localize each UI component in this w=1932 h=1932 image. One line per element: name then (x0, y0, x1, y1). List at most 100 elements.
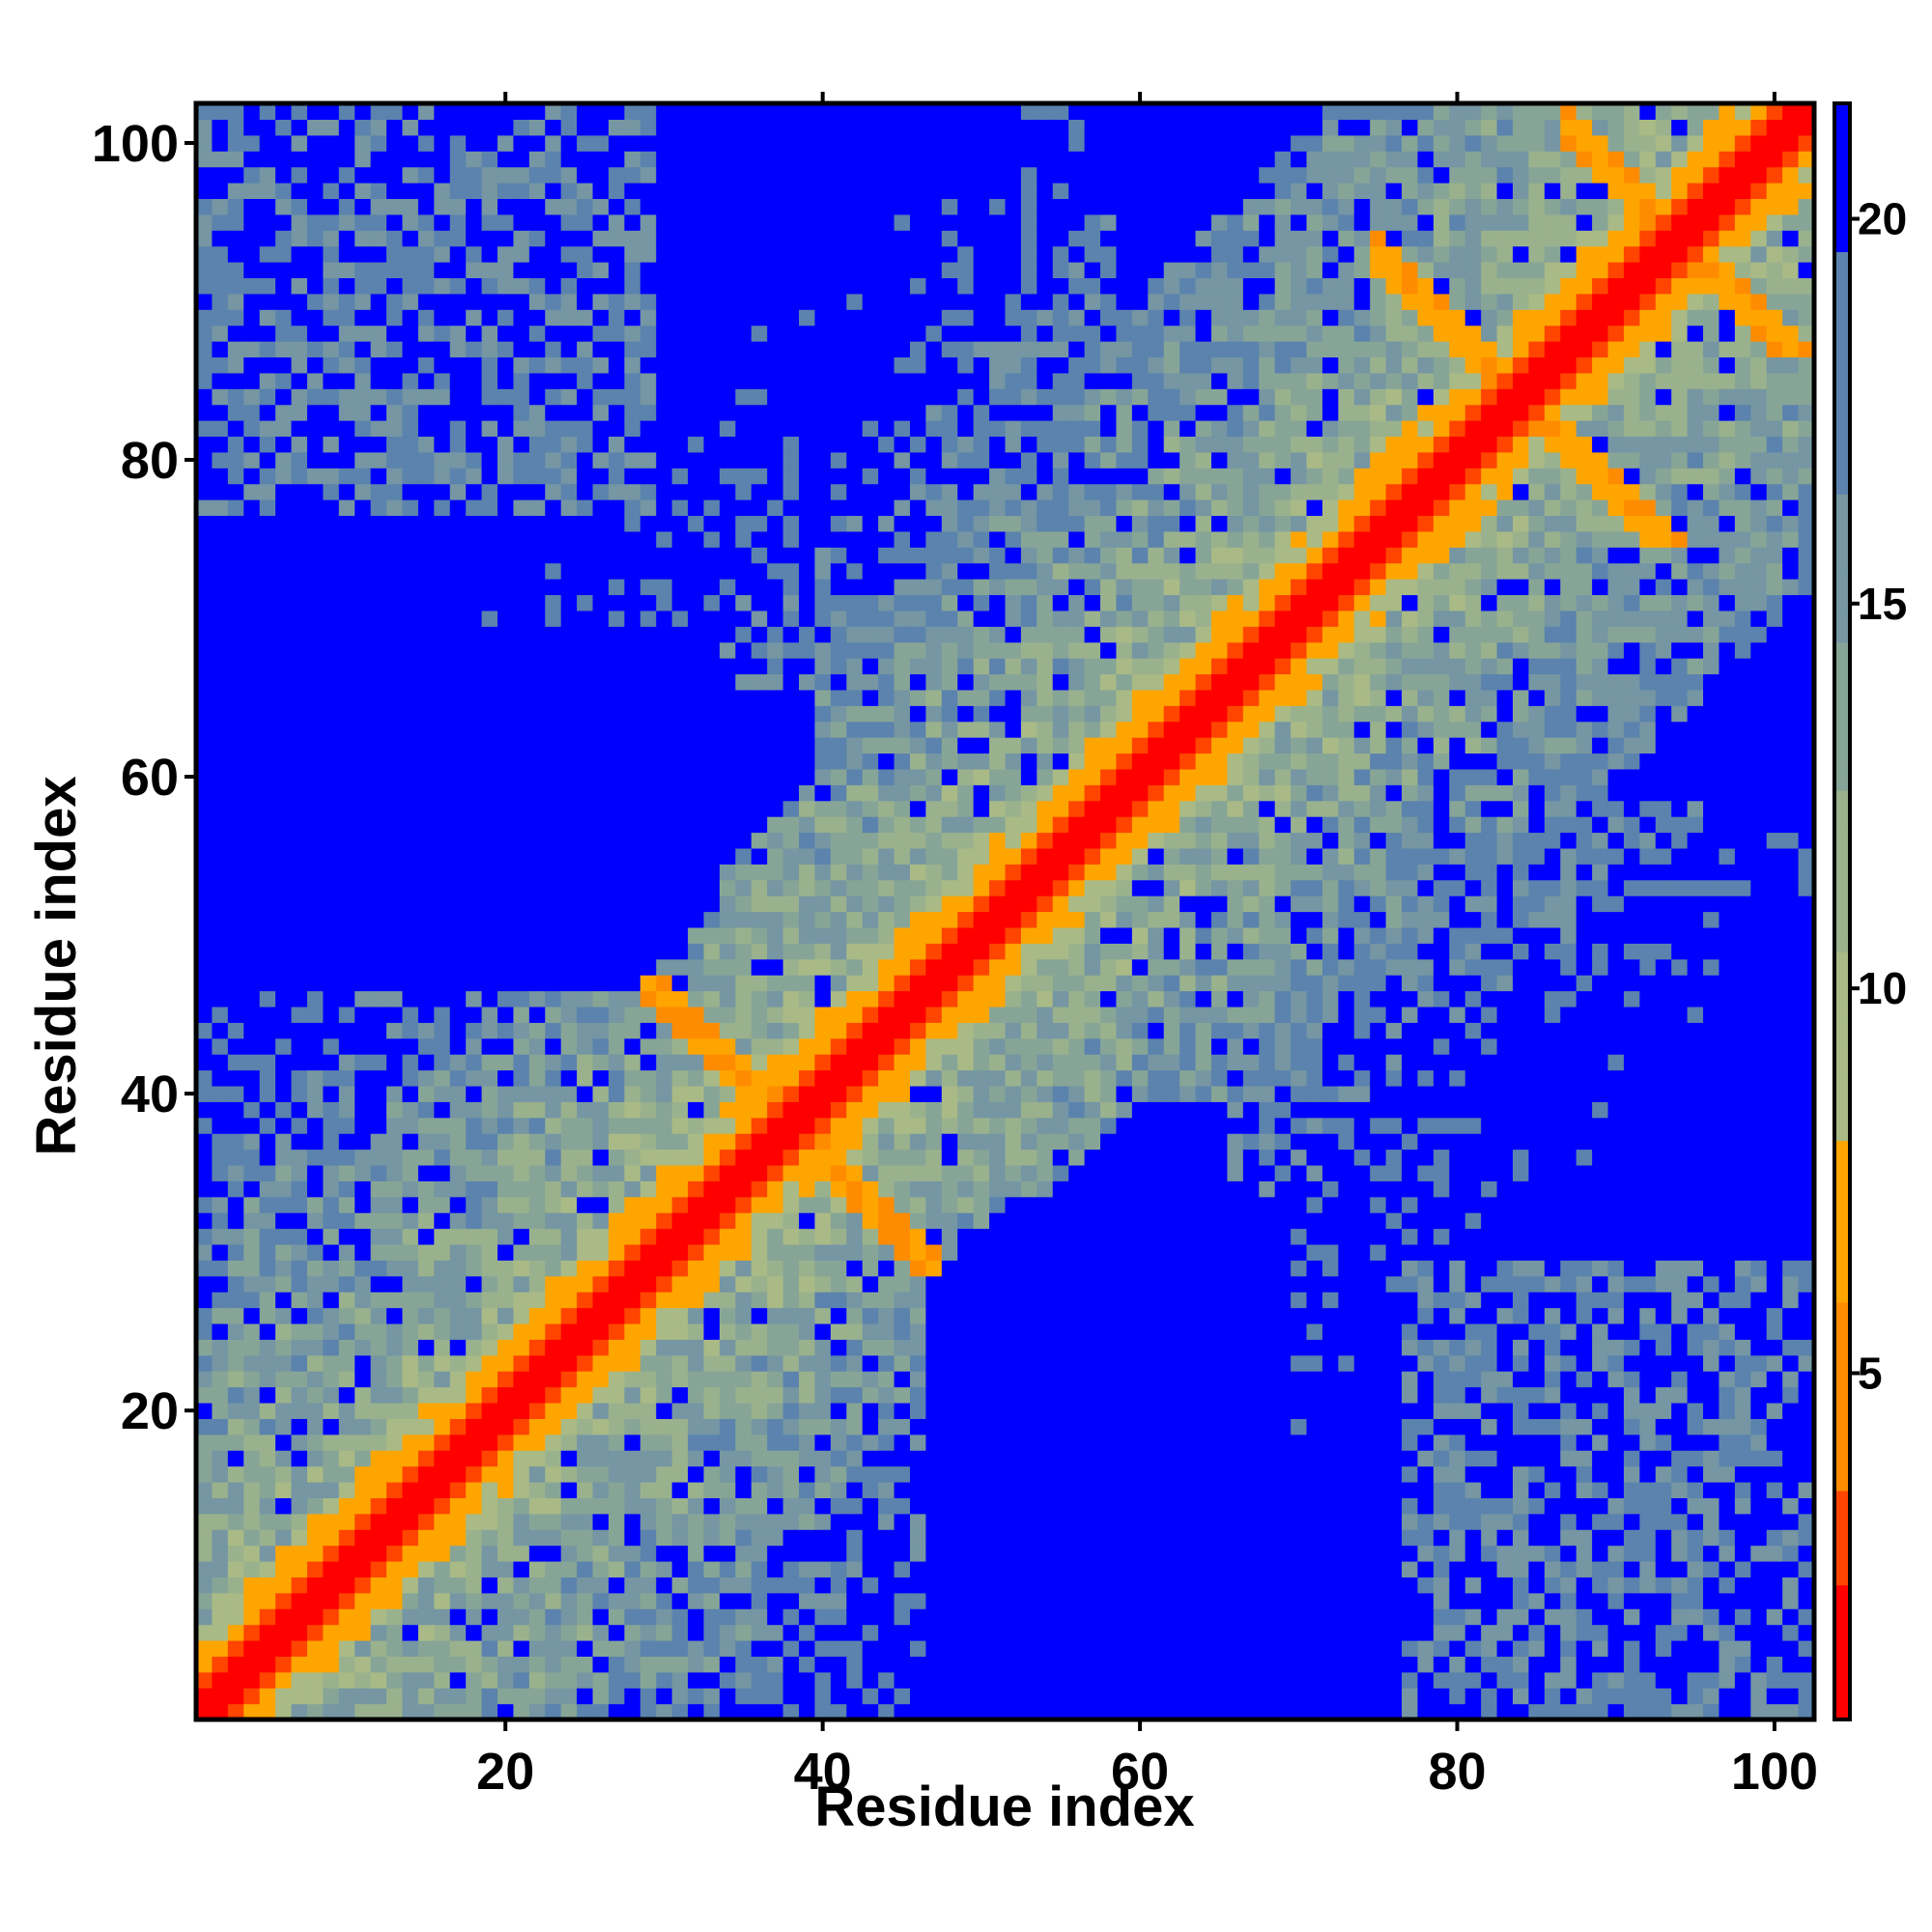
heatmap-cell (814, 151, 832, 168)
heatmap-cell (656, 166, 673, 184)
heatmap-cell (830, 1418, 847, 1435)
heatmap-cell (513, 1592, 530, 1609)
heatmap-cell (481, 1592, 498, 1609)
heatmap-cell (243, 515, 261, 532)
heatmap-cell (608, 879, 625, 896)
heatmap-cell (338, 926, 355, 944)
heatmap-cell (259, 1085, 276, 1102)
heatmap-cell (909, 753, 926, 770)
heatmap-cell (925, 1671, 943, 1689)
heatmap-cell (370, 579, 387, 596)
heatmap-cell (338, 356, 355, 374)
heatmap-cell (402, 673, 419, 691)
heatmap-cell (338, 388, 355, 406)
heatmap-cell (751, 277, 768, 295)
heatmap-cell (909, 1275, 926, 1293)
heatmap-cell (528, 975, 546, 992)
heatmap-cell (577, 420, 594, 438)
heatmap-cell (545, 134, 562, 152)
heatmap-cell (814, 800, 832, 817)
heatmap-cell (545, 1703, 562, 1720)
heatmap-cell (560, 468, 578, 485)
heatmap-cell (417, 1101, 435, 1119)
heatmap-cell (639, 213, 657, 231)
heatmap-cell (417, 436, 435, 453)
heatmap-cell (481, 1307, 498, 1324)
heatmap-cell (671, 990, 689, 1008)
heatmap-cell (243, 1592, 261, 1609)
heatmap-cell (243, 230, 261, 247)
heatmap-cell (513, 1022, 530, 1039)
heatmap-cell (449, 404, 467, 421)
heatmap-cell (196, 579, 213, 596)
heatmap-cell (323, 895, 340, 913)
heatmap-cell (275, 1434, 293, 1451)
heatmap-cell (592, 230, 610, 247)
heatmap-cell (306, 658, 324, 675)
heatmap-cell (323, 1671, 340, 1689)
heatmap-cell (719, 1275, 736, 1293)
heatmap-cell (688, 436, 705, 453)
heatmap-cell (782, 1164, 800, 1181)
heatmap-cell (957, 1529, 975, 1547)
heatmap-cell (513, 1037, 530, 1055)
heatmap-cell (656, 530, 673, 548)
heatmap-cell (306, 1434, 324, 1451)
heatmap-cell (639, 1164, 657, 1181)
heatmap-cell (751, 404, 768, 421)
heatmap-cell (243, 705, 261, 723)
heatmap-cell (306, 309, 324, 327)
heatmap-cell (434, 309, 451, 327)
heatmap-cell (624, 1260, 641, 1277)
heatmap-cell (291, 594, 308, 611)
heatmap-cell (560, 1275, 578, 1293)
heatmap-cell (323, 1292, 340, 1309)
heatmap-cell (497, 1386, 515, 1404)
heatmap-cell (909, 420, 926, 438)
heatmap-cell (275, 1688, 293, 1705)
heatmap-cell (688, 816, 705, 834)
heatmap-cell (703, 1101, 721, 1119)
heatmap-cell (941, 1656, 958, 1673)
heatmap-cell (656, 1688, 673, 1705)
heatmap-cell (957, 1671, 975, 1689)
heatmap-cell (513, 1560, 530, 1577)
heatmap-cell (196, 943, 213, 960)
heatmap-cell (386, 895, 404, 913)
heatmap-cell (925, 134, 943, 152)
heatmap-cell (941, 1418, 958, 1435)
heatmap-cell (497, 1529, 515, 1547)
heatmap-cell (306, 1307, 324, 1324)
heatmap-cell (639, 832, 657, 849)
heatmap-cell (719, 658, 736, 675)
heatmap-cell (782, 277, 800, 295)
heatmap-cell (275, 293, 293, 310)
heatmap-cell (402, 832, 419, 849)
heatmap-cell (370, 847, 387, 865)
heatmap-cell (767, 1133, 784, 1151)
heatmap-cell (434, 1149, 451, 1166)
heatmap-cell (545, 1275, 562, 1293)
heatmap-cell (925, 673, 943, 691)
heatmap-cell (306, 1703, 324, 1720)
heatmap-cell (624, 579, 641, 596)
heatmap-cell (782, 1101, 800, 1119)
heatmap-cell (386, 1180, 404, 1198)
heatmap-cell (466, 1639, 483, 1657)
heatmap-cell (688, 1275, 705, 1293)
heatmap-cell (449, 1371, 467, 1388)
heatmap-cell (227, 1243, 244, 1261)
heatmap-cell (306, 1513, 324, 1530)
heatmap-cell (370, 1037, 387, 1055)
heatmap-cell (592, 245, 610, 263)
heatmap-cell (227, 198, 244, 215)
heatmap-cell (957, 1307, 975, 1324)
heatmap-cell (656, 1450, 673, 1467)
heatmap-cell (417, 1624, 435, 1641)
heatmap-cell (196, 1688, 213, 1705)
heatmap-cell (370, 309, 387, 327)
heatmap-cell (243, 436, 261, 453)
heatmap-cell (656, 483, 673, 500)
heatmap-cell (957, 530, 975, 548)
heatmap-cell (417, 1450, 435, 1467)
